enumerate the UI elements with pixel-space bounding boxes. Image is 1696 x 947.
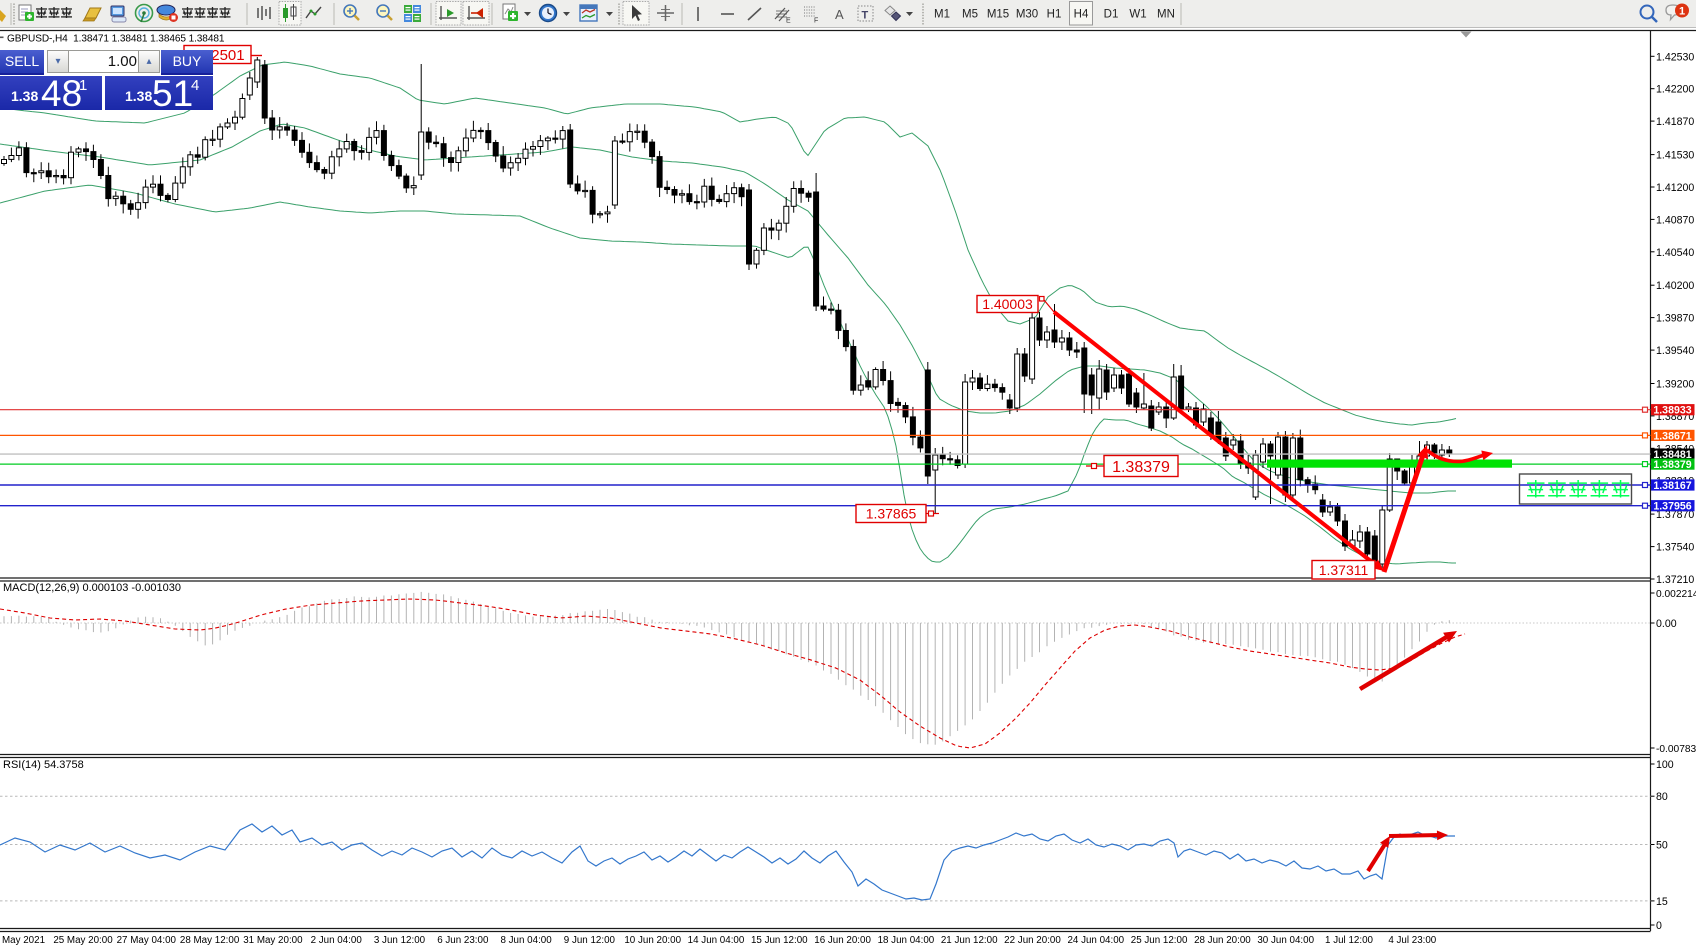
svg-text:0.002214: 0.002214	[1656, 589, 1696, 600]
svg-text:GBPUSD-,H4 1.38471 1.38481 1.: GBPUSD-,H4 1.38471 1.38481 1.38465 1.384…	[7, 34, 225, 45]
svg-text:1 Jul 12:00: 1 Jul 12:00	[1325, 935, 1373, 946]
svg-text:25 May 20:00: 25 May 20:00	[53, 935, 113, 946]
svg-text:1.42200: 1.42200	[1656, 84, 1694, 96]
svg-text:F: F	[814, 18, 818, 25]
svg-text:1.37540: 1.37540	[1656, 542, 1694, 554]
svg-text:1.39540: 1.39540	[1656, 345, 1694, 357]
svg-text:MACD(12,26,9) 0.000103 -0.0010: MACD(12,26,9) 0.000103 -0.001030	[3, 582, 181, 594]
svg-text:28 Jun 20:00: 28 Jun 20:00	[1194, 935, 1251, 946]
svg-text:0: 0	[1656, 920, 1662, 932]
svg-text:1.41200: 1.41200	[1656, 182, 1694, 194]
svg-text:M30: M30	[1016, 9, 1038, 21]
svg-text:1.37210: 1.37210	[1656, 574, 1694, 586]
svg-text:1.42530: 1.42530	[1656, 51, 1694, 63]
svg-text:28 May 12:00: 28 May 12:00	[180, 935, 240, 946]
svg-text:1.40870: 1.40870	[1656, 214, 1694, 226]
svg-text:30 Jun 04:00: 30 Jun 04:00	[1257, 935, 1314, 946]
svg-text:H1: H1	[1047, 9, 1062, 21]
svg-text:1.38671: 1.38671	[1653, 430, 1691, 442]
svg-text:H4: H4	[1074, 9, 1089, 21]
svg-text:1.38167: 1.38167	[1653, 480, 1691, 492]
svg-text:6 Jun 23:00: 6 Jun 23:00	[437, 935, 489, 946]
svg-text:1.39200: 1.39200	[1656, 379, 1694, 391]
svg-text:15 Jun 12:00: 15 Jun 12:00	[751, 935, 808, 946]
svg-text:-0.007831: -0.007831	[1656, 744, 1696, 755]
svg-text:21 Jun 12:00: 21 Jun 12:00	[941, 935, 998, 946]
svg-text:10 Jun 20:00: 10 Jun 20:00	[624, 935, 681, 946]
svg-text:80: 80	[1656, 791, 1668, 803]
svg-text:15: 15	[1656, 896, 1668, 908]
svg-text:50: 50	[1656, 840, 1668, 852]
svg-text:25 Jun 12:00: 25 Jun 12:00	[1131, 935, 1188, 946]
svg-text:1.41530: 1.41530	[1656, 150, 1694, 162]
svg-text:E: E	[786, 18, 791, 25]
svg-text:May 2021: May 2021	[2, 935, 45, 946]
svg-text:1.41870: 1.41870	[1656, 116, 1694, 128]
svg-text:1.40003: 1.40003	[982, 296, 1033, 312]
svg-text:3 Jun 12:00: 3 Jun 12:00	[374, 935, 426, 946]
svg-text:1.38933: 1.38933	[1653, 405, 1691, 417]
svg-text:1.37870: 1.37870	[1656, 509, 1694, 521]
svg-text:1: 1	[1679, 6, 1685, 18]
svg-text:1.38379: 1.38379	[1653, 459, 1691, 471]
svg-text:1.38481: 1.38481	[1653, 449, 1691, 461]
svg-text:A: A	[835, 7, 844, 22]
svg-text:9 Jun 12:00: 9 Jun 12:00	[564, 935, 616, 946]
svg-text:W1: W1	[1129, 9, 1146, 21]
svg-text:1.40200: 1.40200	[1656, 280, 1694, 292]
svg-text:24 Jun 04:00: 24 Jun 04:00	[1067, 935, 1124, 946]
svg-text:MN: MN	[1157, 9, 1175, 21]
svg-text:2 Jun 04:00: 2 Jun 04:00	[311, 935, 363, 946]
svg-text:1.38379: 1.38379	[1112, 459, 1170, 476]
svg-text:M5: M5	[962, 9, 978, 21]
svg-text:27 May 04:00: 27 May 04:00	[117, 935, 177, 946]
svg-text:14 Jun 04:00: 14 Jun 04:00	[688, 935, 745, 946]
svg-text:1.39870: 1.39870	[1656, 313, 1694, 325]
svg-text:RSI(14) 54.3758: RSI(14) 54.3758	[3, 759, 84, 771]
svg-text:4 Jul 23:00: 4 Jul 23:00	[1388, 935, 1436, 946]
svg-text:T: T	[862, 10, 869, 22]
svg-text:M15: M15	[987, 9, 1009, 21]
svg-text:0.00: 0.00	[1656, 618, 1677, 630]
svg-text:D1: D1	[1104, 9, 1119, 21]
svg-text:100: 100	[1656, 759, 1674, 771]
svg-text:31 May 20:00: 31 May 20:00	[243, 935, 303, 946]
svg-text:16 Jun 20:00: 16 Jun 20:00	[814, 935, 871, 946]
svg-text:8 Jun 04:00: 8 Jun 04:00	[500, 935, 552, 946]
svg-text:1.37311: 1.37311	[1319, 562, 1369, 578]
svg-text:1.37865: 1.37865	[866, 506, 917, 522]
svg-text:1.40540: 1.40540	[1656, 247, 1694, 259]
svg-text:M1: M1	[934, 9, 950, 21]
svg-text:1.37956: 1.37956	[1653, 501, 1691, 513]
svg-text:18 Jun 04:00: 18 Jun 04:00	[878, 935, 935, 946]
svg-text:22 Jun 20:00: 22 Jun 20:00	[1004, 935, 1061, 946]
